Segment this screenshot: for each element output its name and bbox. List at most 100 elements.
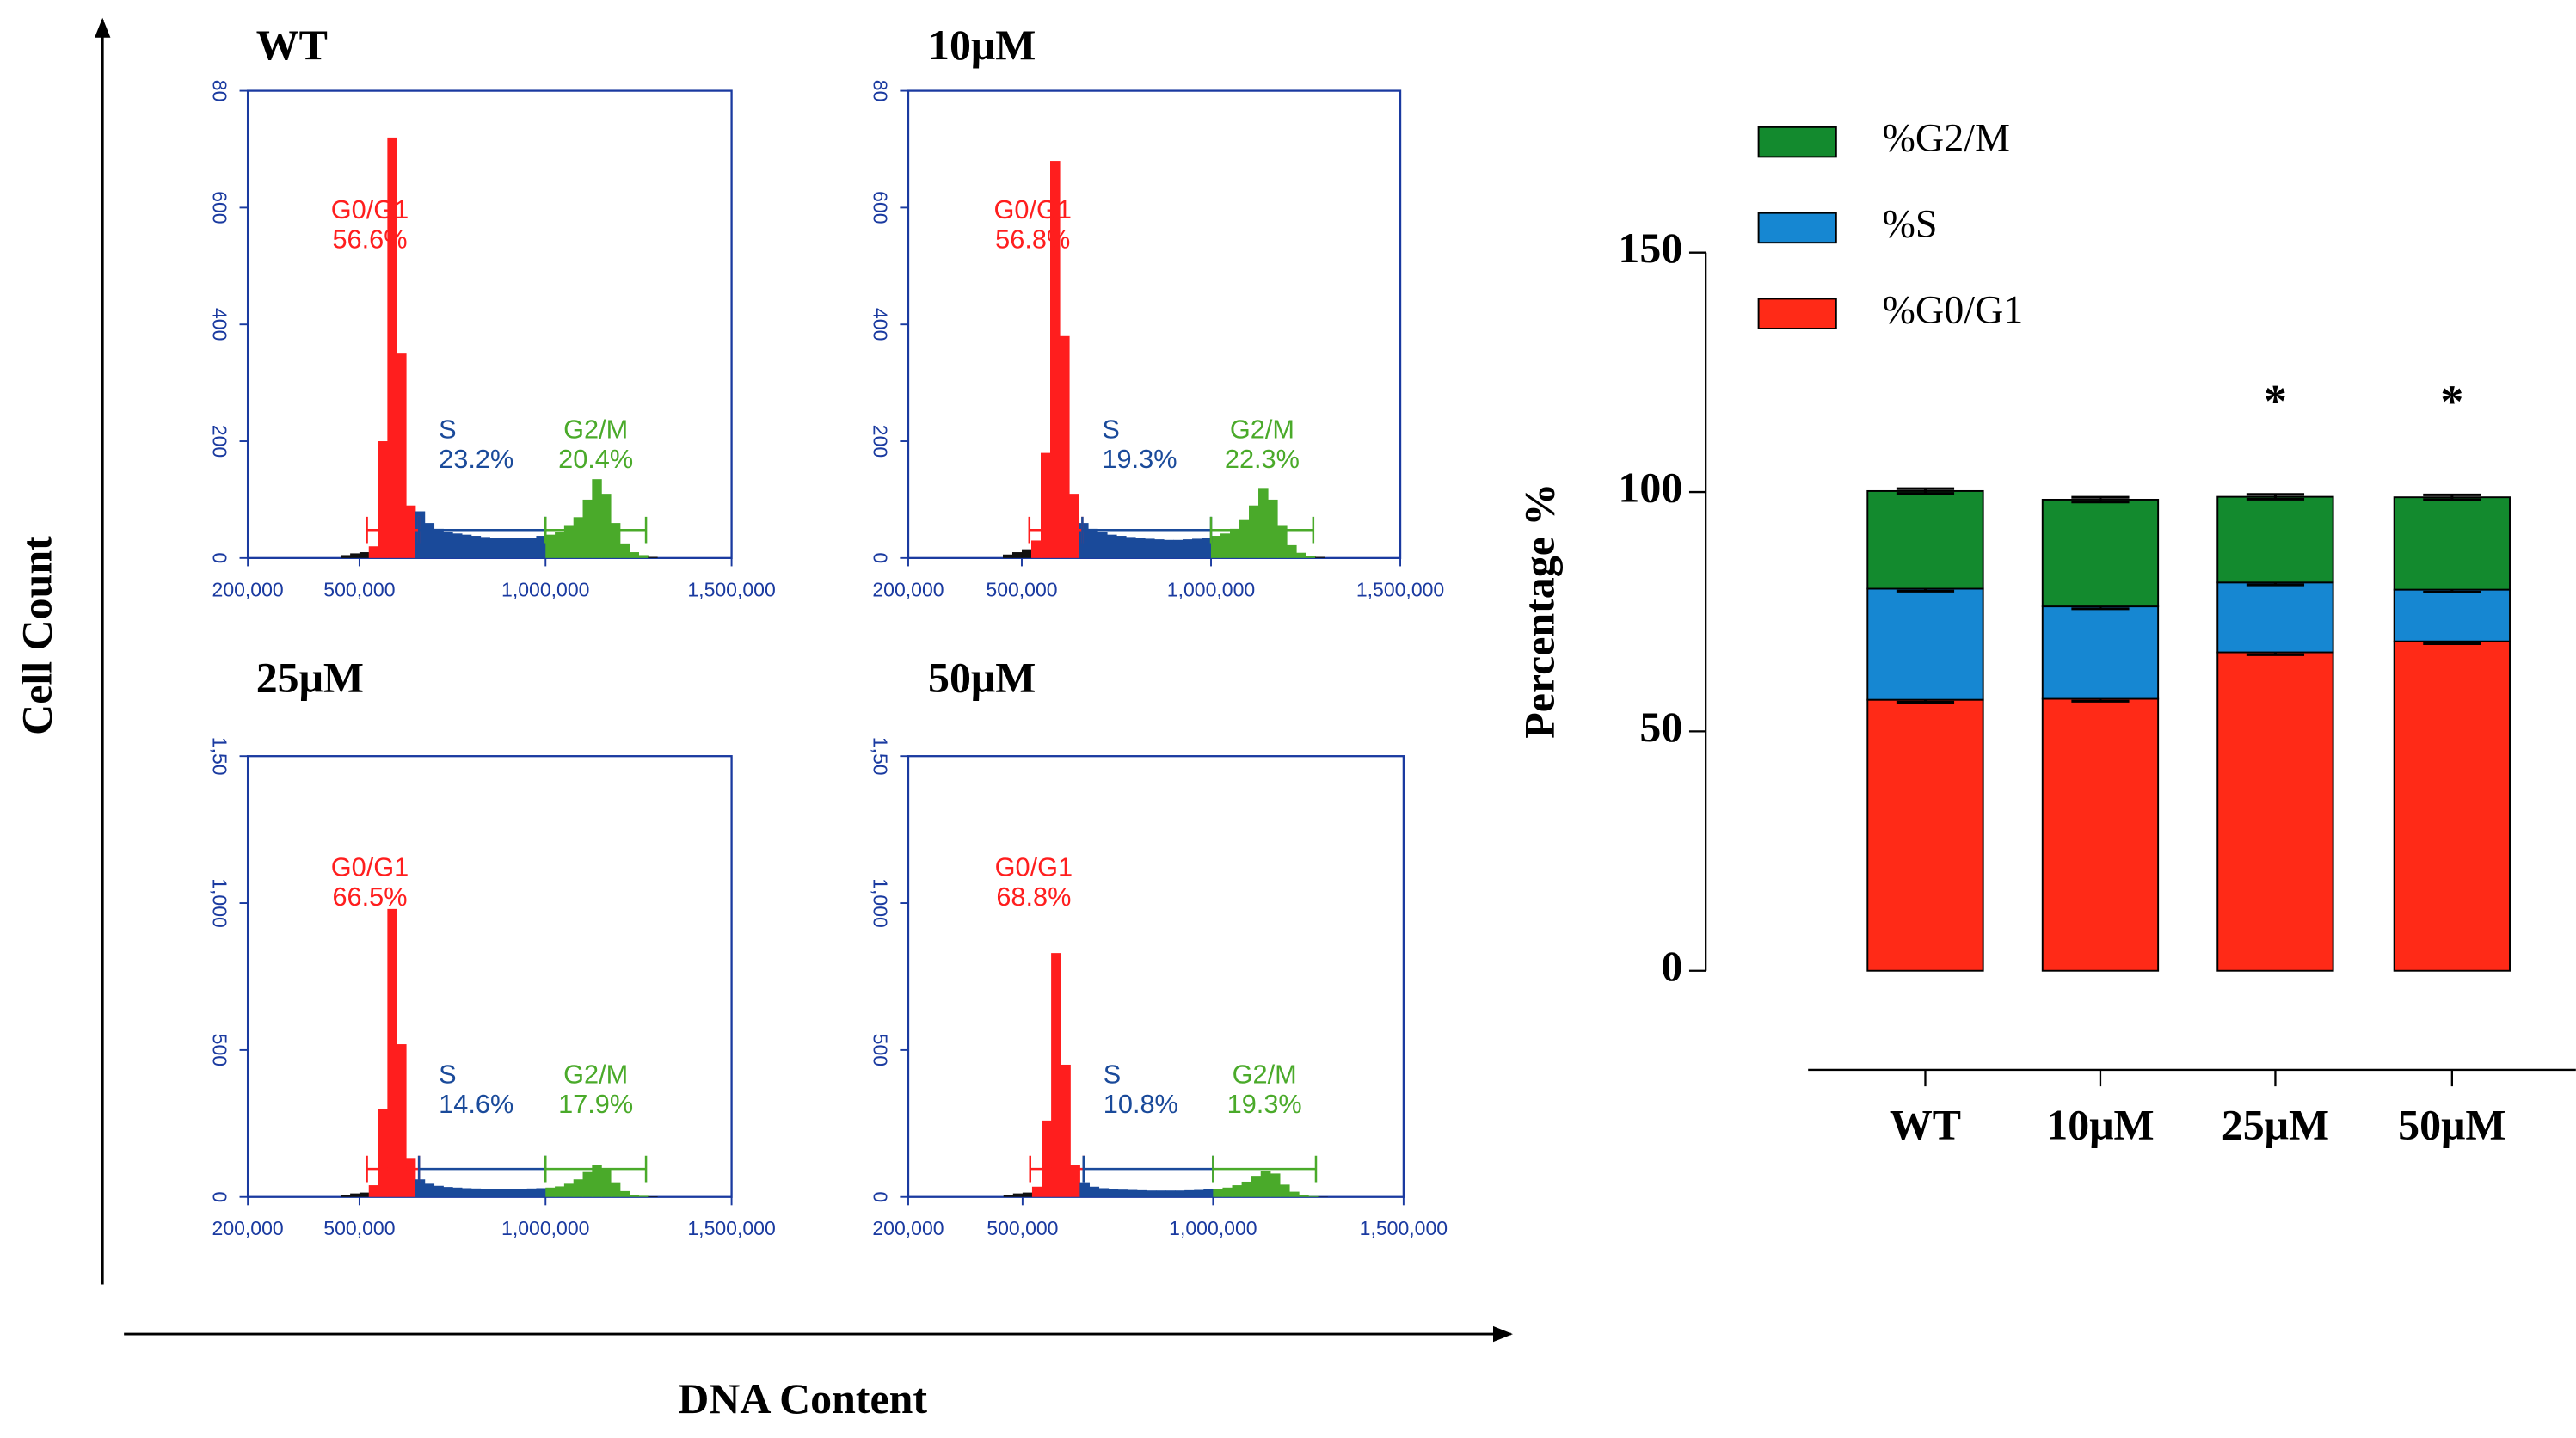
histogram-bar <box>1089 1186 1100 1197</box>
histogram-bar <box>1184 1189 1195 1197</box>
histogram-bar <box>1241 1181 1252 1197</box>
gate-percent: 19.3% <box>1102 444 1177 474</box>
x-tick-label: 200,000 <box>212 1217 284 1239</box>
x-axis-label: DNA Content <box>678 1375 927 1423</box>
plot-frame <box>907 89 1402 559</box>
histogram-bar <box>629 552 639 558</box>
histogram-bar <box>433 1185 444 1197</box>
histogram-bar <box>1249 505 1259 558</box>
histogram-bar <box>1277 525 1288 558</box>
gate-percent: 23.2% <box>439 444 513 474</box>
bar-segment <box>2393 496 2511 591</box>
bar-segment <box>1866 587 1984 701</box>
histogram-bar <box>1270 1173 1281 1197</box>
x-tick-label: 1,500,000 <box>1360 1217 1448 1239</box>
histogram-bar <box>368 1185 379 1197</box>
histogram-bar <box>1268 499 1278 558</box>
histogram-bar <box>1116 536 1127 558</box>
histogram-bar <box>1040 452 1051 558</box>
histogram-bar <box>1022 1192 1033 1197</box>
histogram-bar <box>601 494 612 558</box>
histogram-bar <box>507 538 519 558</box>
histogram-bar <box>610 523 621 558</box>
histogram-bar <box>1108 1189 1119 1197</box>
histogram-bar <box>592 1165 602 1197</box>
x-tick-label: 25μM <box>2222 1101 2329 1148</box>
x-tick-label: 1,500,000 <box>687 1217 775 1239</box>
histogram-bar <box>1042 1120 1052 1197</box>
histogram-bar <box>443 1187 453 1197</box>
histogram-bar <box>1211 536 1221 558</box>
y-tick-label: 200 <box>869 425 891 458</box>
x-tick-label: 500,000 <box>987 1217 1058 1239</box>
gate-percent: 22.3% <box>1225 444 1300 474</box>
y-tick-label: 0 <box>869 552 891 563</box>
histogram-bar <box>1258 488 1269 558</box>
y-tick-label: 0 <box>869 1191 891 1202</box>
histogram-bar <box>489 538 500 558</box>
histogram-bar <box>1117 1189 1128 1197</box>
panel-title: WT <box>256 22 328 69</box>
histogram-bar <box>452 533 463 558</box>
histogram-bar <box>1154 539 1165 558</box>
y-tick-label: 1,000 <box>208 878 231 928</box>
histogram-bar <box>1031 1186 1042 1197</box>
x-tick-label: 1,500,000 <box>1356 578 1444 600</box>
gate-percent: 17.9% <box>558 1089 633 1119</box>
histogram-bar <box>1079 1182 1090 1197</box>
x-tick-label: 50μM <box>2398 1101 2505 1148</box>
histogram-bar <box>1230 528 1240 558</box>
y-tick-label: 400 <box>208 308 231 341</box>
histogram-bar <box>1299 1195 1309 1197</box>
histogram-bar <box>1155 1190 1166 1197</box>
histogram-bar <box>433 528 444 558</box>
histogram-bar <box>1251 1176 1262 1197</box>
x-tick-label: WT <box>1890 1101 1961 1148</box>
histogram-bar <box>443 532 453 558</box>
panel-title: 10μM <box>928 22 1036 69</box>
histogram-bar <box>461 1188 472 1197</box>
bar-segment <box>2216 651 2334 972</box>
bar-segment <box>2393 588 2511 642</box>
bar-segment <box>2041 498 2160 608</box>
histogram-bar <box>359 552 370 558</box>
histogram-bar <box>629 1195 639 1197</box>
histogram-bar <box>341 1195 351 1197</box>
gate-percent: 56.8% <box>995 224 1070 255</box>
histogram-bar <box>424 523 435 558</box>
x-tick-label: 1,000,000 <box>501 578 589 600</box>
y-tick-label: 0 <box>1661 943 1682 990</box>
gate-percent: 20.4% <box>558 444 633 474</box>
histogram-bar <box>359 1192 370 1197</box>
histogram-bar <box>1194 1189 1204 1197</box>
histogram-bar <box>1049 161 1061 558</box>
histogram-bar <box>555 532 565 558</box>
legend-label: %S <box>1883 201 1938 245</box>
legend-swatch <box>1757 126 1837 158</box>
histogram-bar <box>1011 552 1023 558</box>
significance: * <box>2264 375 2287 427</box>
histogram-bar <box>1183 539 1193 558</box>
gate-name: G2/M <box>1230 414 1294 444</box>
histogram-bar <box>1126 537 1136 558</box>
histogram-bar <box>1069 494 1079 558</box>
gate-name: G2/M <box>1233 1060 1297 1090</box>
histogram-bar <box>1165 1190 1176 1197</box>
gate-name: G2/M <box>563 1060 628 1090</box>
y-axis-label: Percentage % <box>1515 483 1563 739</box>
gate-percent: 10.8% <box>1104 1089 1178 1119</box>
legend-swatch <box>1757 298 1837 329</box>
histogram-bar <box>1088 528 1098 558</box>
histogram-bar <box>507 1189 519 1197</box>
y-tick-label: 80 <box>869 80 891 102</box>
panel-title: 25μM <box>256 654 364 701</box>
y-tick-label: 1,000 <box>869 878 891 928</box>
histogram-bar <box>387 908 397 1197</box>
error-bar <box>2246 493 2305 501</box>
histogram-bar <box>1097 532 1108 558</box>
histogram-bar <box>499 1189 509 1197</box>
x-tick-label: 500,000 <box>323 578 395 600</box>
gate-name: S <box>1104 1060 1121 1090</box>
x-tick-label: 1,000,000 <box>1167 578 1255 600</box>
legend-label: %G0/G1 <box>1883 287 2024 331</box>
